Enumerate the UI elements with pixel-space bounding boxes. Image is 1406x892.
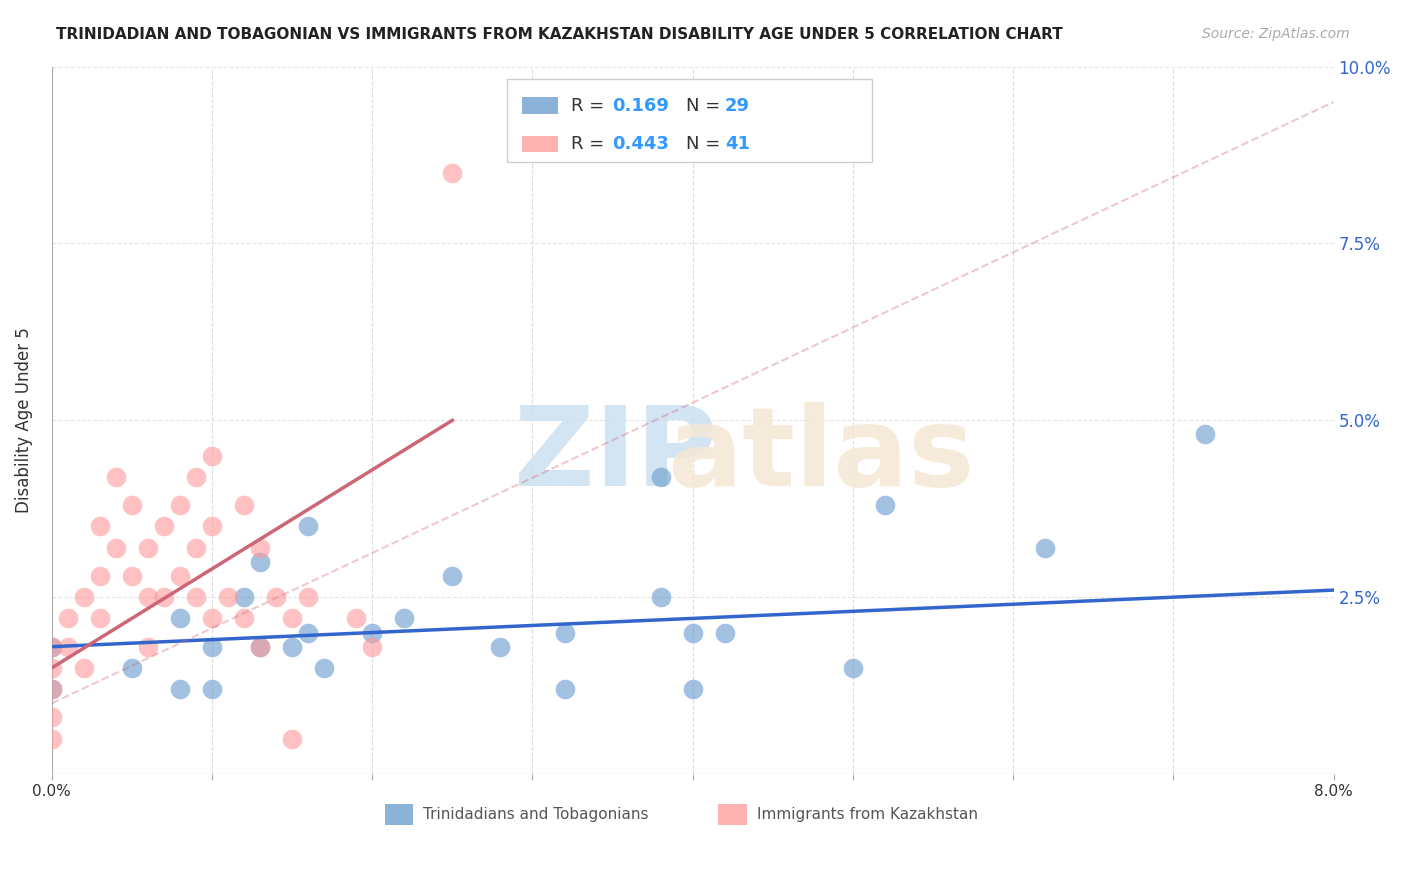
Point	[713, 625, 735, 640]
Point	[249, 640, 271, 654]
Point	[104, 541, 127, 555]
Point	[201, 682, 224, 697]
Bar	[522, 136, 558, 152]
Point	[650, 470, 672, 484]
Point	[233, 611, 256, 625]
Text: Source: ZipAtlas.com: Source: ZipAtlas.com	[1202, 27, 1350, 41]
Point	[682, 682, 704, 697]
Text: ZIP: ZIP	[515, 402, 717, 509]
Point	[249, 541, 271, 555]
Text: Immigrants from Kazakhstan: Immigrants from Kazakhstan	[756, 807, 977, 822]
Point	[842, 661, 865, 675]
Point	[169, 569, 191, 583]
Y-axis label: Disability Age Under 5: Disability Age Under 5	[15, 327, 32, 513]
Point	[361, 625, 384, 640]
Point	[201, 611, 224, 625]
Point	[297, 519, 319, 533]
Point	[489, 640, 512, 654]
Point	[233, 498, 256, 512]
Text: 0.169: 0.169	[612, 96, 669, 115]
Point	[873, 498, 896, 512]
Point	[136, 640, 159, 654]
Bar	[522, 97, 558, 113]
Point	[136, 541, 159, 555]
Point	[73, 661, 96, 675]
Point	[297, 625, 319, 640]
Point	[41, 640, 63, 654]
Text: Trinidadians and Tobagonians: Trinidadians and Tobagonians	[423, 807, 650, 822]
Point	[153, 519, 176, 533]
Point	[394, 611, 416, 625]
Point	[41, 682, 63, 697]
Point	[682, 625, 704, 640]
Point	[121, 498, 143, 512]
Text: N =: N =	[686, 96, 727, 115]
Point	[169, 498, 191, 512]
Text: 41: 41	[724, 135, 749, 153]
Point	[441, 166, 464, 180]
Point	[184, 541, 207, 555]
Point	[89, 519, 111, 533]
Point	[41, 710, 63, 724]
Point	[314, 661, 336, 675]
Point	[201, 640, 224, 654]
Point	[41, 731, 63, 746]
Point	[281, 640, 304, 654]
Point	[56, 640, 79, 654]
Text: N =: N =	[686, 135, 727, 153]
Point	[361, 640, 384, 654]
Point	[41, 640, 63, 654]
Text: TRINIDADIAN AND TOBAGONIAN VS IMMIGRANTS FROM KAZAKHSTAN DISABILITY AGE UNDER 5 : TRINIDADIAN AND TOBAGONIAN VS IMMIGRANTS…	[56, 27, 1063, 42]
Point	[56, 611, 79, 625]
Point	[553, 625, 575, 640]
Point	[249, 555, 271, 569]
Text: R =: R =	[571, 135, 610, 153]
Bar	[385, 804, 413, 825]
Point	[217, 590, 239, 604]
Point	[264, 590, 287, 604]
Point	[169, 682, 191, 697]
Point	[41, 661, 63, 675]
Point	[297, 590, 319, 604]
Point	[184, 590, 207, 604]
Point	[184, 470, 207, 484]
Bar	[718, 804, 747, 825]
Point	[136, 590, 159, 604]
Point	[153, 590, 176, 604]
Point	[1194, 427, 1216, 442]
Point	[249, 640, 271, 654]
Point	[281, 731, 304, 746]
Point	[553, 682, 575, 697]
Point	[169, 611, 191, 625]
FancyBboxPatch shape	[506, 78, 872, 162]
Text: atlas: atlas	[668, 402, 974, 509]
Point	[233, 590, 256, 604]
Text: R =: R =	[571, 96, 610, 115]
Point	[121, 569, 143, 583]
Text: 0.443: 0.443	[612, 135, 669, 153]
Point	[441, 569, 464, 583]
Point	[73, 590, 96, 604]
Point	[201, 519, 224, 533]
Point	[89, 569, 111, 583]
Point	[89, 611, 111, 625]
Point	[41, 682, 63, 697]
Point	[121, 661, 143, 675]
Point	[344, 611, 367, 625]
Point	[104, 470, 127, 484]
Point	[281, 611, 304, 625]
Text: 29: 29	[724, 96, 749, 115]
Point	[201, 449, 224, 463]
Point	[1033, 541, 1056, 555]
Point	[650, 590, 672, 604]
